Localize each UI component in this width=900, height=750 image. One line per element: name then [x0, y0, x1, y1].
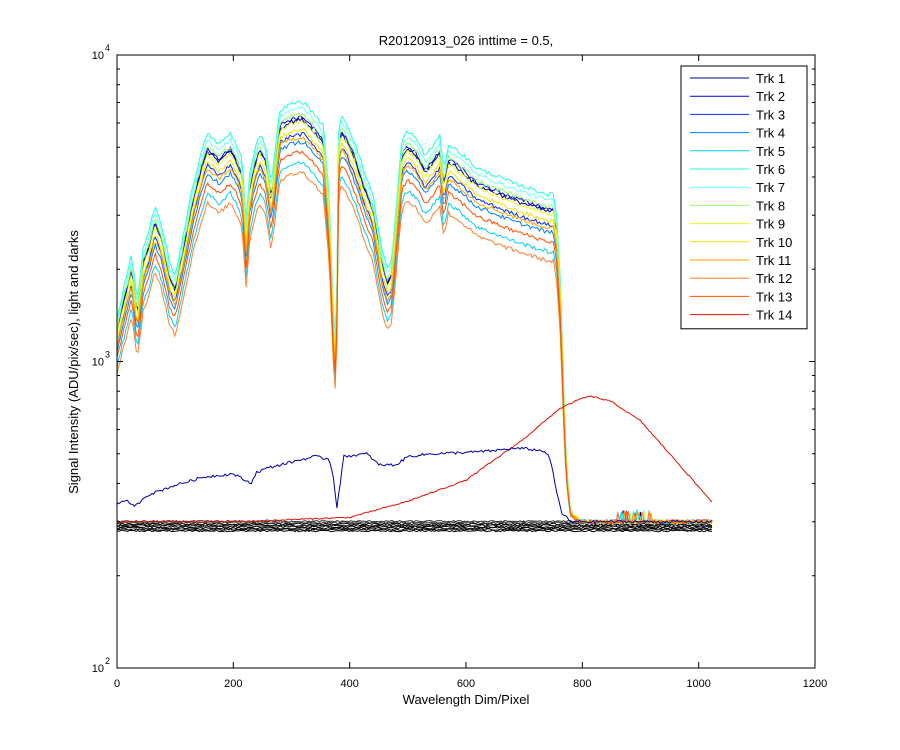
plot-area [117, 100, 713, 533]
y-tick-label-exponent: 3 [105, 350, 110, 360]
legend-label: Trk 5 [756, 144, 785, 159]
legend-label: Trk 8 [756, 198, 785, 213]
legend: Trk 1 Trk 2 Trk 3 Trk 4 Trk 5 Trk 6 Trk 7 Trk 8… [680, 65, 808, 330]
y-tick-label-base: 10 [92, 50, 104, 62]
legend-label: Trk 12 [756, 271, 792, 286]
dark-trace [117, 526, 713, 530]
y-tick-label-exponent: 4 [105, 43, 110, 53]
legend-label: Trk 2 [756, 89, 785, 104]
legend-label: Trk 7 [756, 180, 785, 195]
dark-trace [117, 529, 713, 533]
legend-label: Trk 14 [756, 308, 792, 323]
x-axis-label: Wavelength Dim/Pixel [403, 692, 530, 707]
x-tick-label: 0 [114, 678, 120, 690]
dark-trace [117, 523, 713, 527]
x-tick-label: 800 [573, 678, 591, 690]
y-tick-label-exponent: 2 [105, 656, 110, 666]
legend-label: Trk 10 [756, 235, 792, 250]
chart-title: R20120913_026 inttime = 0.5, [379, 33, 554, 48]
legend-label: Trk 13 [756, 289, 792, 304]
y-tick-label-base: 10 [92, 663, 104, 675]
legend-label: Trk 4 [756, 126, 785, 141]
legend-label: Trk 1 [756, 71, 785, 86]
legend-label: Trk 11 [756, 253, 791, 268]
series-line-14 [117, 395, 713, 523]
y-axis-label: Signal Intensity (ADU/pix/sec), light an… [66, 230, 81, 494]
y-tick-label-base: 10 [92, 357, 104, 369]
series-line-11 [117, 136, 713, 525]
legend-box [680, 65, 808, 330]
x-tick-label: 600 [457, 678, 475, 690]
x-tick-label: 1000 [686, 678, 710, 690]
x-tick-label: 200 [224, 678, 242, 690]
dark-trace [117, 528, 713, 531]
blue-trace [117, 446, 713, 524]
x-tick-label: 400 [340, 678, 358, 690]
x-tick-label: 1200 [803, 678, 827, 690]
legend-label: Trk 6 [756, 162, 785, 177]
legend-label: Trk 3 [756, 107, 785, 122]
series-line-12 [117, 170, 713, 525]
legend-label: Trk 9 [756, 217, 785, 232]
